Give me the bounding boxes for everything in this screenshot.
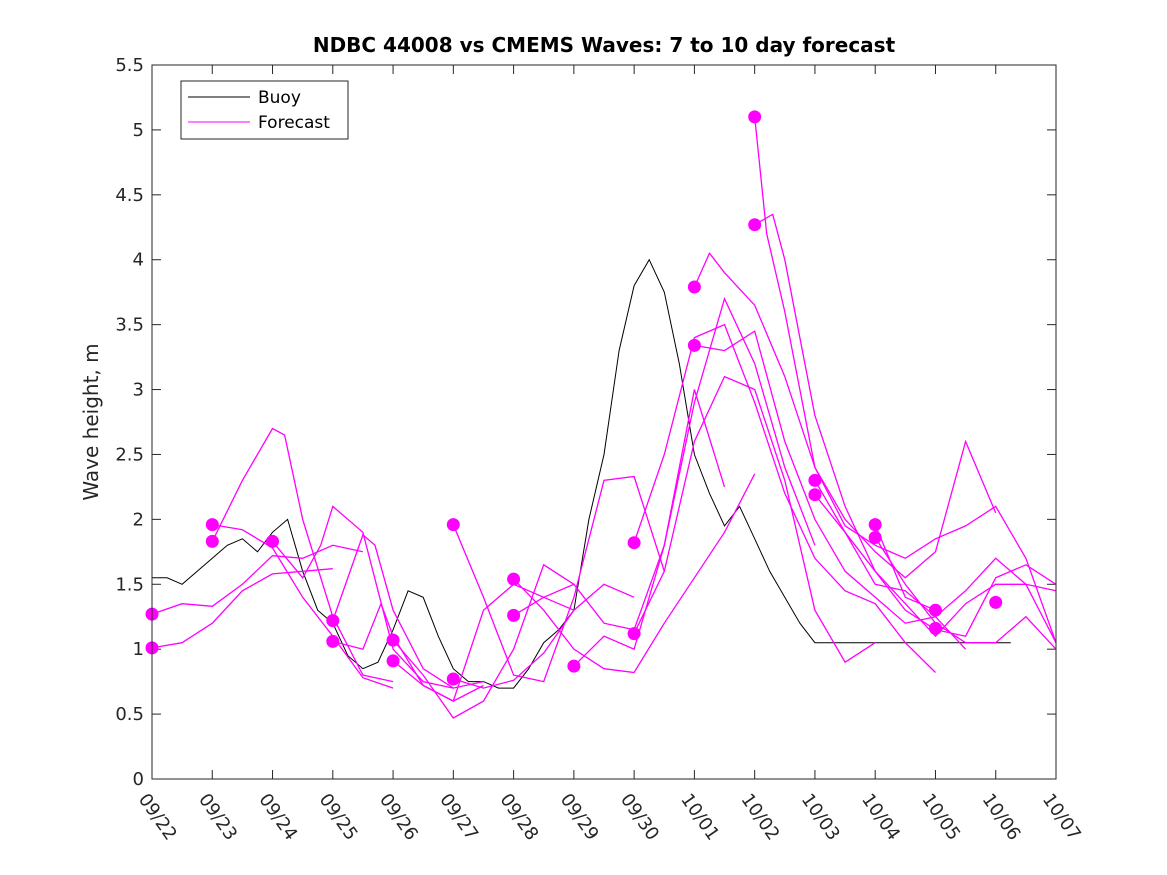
forecast-start-marker (266, 534, 279, 548)
y-tick-label: 5.5 (115, 55, 144, 76)
y-tick-label: 0 (133, 769, 144, 790)
forecast-line (212, 523, 394, 689)
legend-box (180, 80, 349, 140)
forecast-markers (145, 110, 1003, 686)
forecast-line (693, 251, 997, 579)
forecast-start-marker (929, 621, 942, 635)
forecast-start-marker (929, 603, 942, 617)
forecast-start-marker (326, 634, 340, 648)
y-tick-label: 1 (133, 639, 144, 660)
forecast-start-marker (748, 218, 762, 232)
forecast-line (633, 375, 876, 664)
y-tick-label: 0.5 (115, 704, 144, 725)
forecast-line (332, 533, 484, 689)
forecast-line (392, 563, 575, 719)
y-axis-label: Wave height, m (79, 343, 103, 500)
legend-label-buoy: Buoy (258, 88, 301, 108)
forecast-series (151, 116, 1057, 719)
y-tick-label: 4.5 (115, 185, 144, 206)
y-tick-label: 3.5 (115, 315, 144, 336)
forecast-start-marker (808, 473, 822, 487)
plot-frame (151, 64, 1057, 780)
forecast-start-marker (446, 672, 460, 686)
forecast-start-marker (386, 633, 400, 647)
forecast-line (453, 583, 635, 689)
forecast-line (573, 296, 816, 667)
forecast-line (151, 544, 364, 615)
forecast-start-marker (205, 518, 219, 532)
forecast-line (513, 473, 756, 674)
forecast-start-marker (205, 534, 219, 548)
forecast-line (633, 323, 936, 673)
forecast-line (452, 475, 665, 683)
forecast-line (874, 524, 936, 611)
forecast-start-marker (868, 518, 882, 532)
forecast-line (513, 389, 726, 631)
forecast-start-marker (567, 659, 581, 673)
plot-area (152, 65, 1056, 779)
forecast-start-marker (808, 488, 822, 502)
y-tick-label: 3 (133, 380, 144, 401)
forecast-line (211, 427, 394, 683)
forecast-start-marker (627, 536, 641, 550)
forecast-start-marker (507, 608, 521, 622)
forecast-line (874, 537, 1057, 650)
forecast-line (151, 568, 333, 649)
y-tick-label: 5 (133, 120, 144, 141)
forecast-start-marker (507, 572, 521, 586)
forecast-start-marker (386, 654, 400, 668)
forecast-start-marker (868, 531, 882, 544)
forecast-start-marker (627, 627, 641, 641)
forecast-start-marker (446, 518, 460, 532)
y-tick-label: 2.5 (115, 444, 144, 465)
y-tick-label: 2 (133, 509, 144, 530)
y-tick-label: 4 (133, 250, 144, 271)
buoy-series (152, 258, 1011, 689)
forecast-start-marker (687, 280, 701, 294)
forecast-start-marker (687, 338, 701, 352)
legend: Buoy Forecast (180, 80, 349, 140)
forecast-start-marker (748, 110, 762, 124)
legend-label-forecast: Forecast (258, 113, 330, 133)
forecast-line (754, 116, 1057, 643)
forecast-start-marker (326, 614, 340, 628)
y-tick-label: 1.5 (115, 574, 144, 595)
forecast-start-marker (989, 595, 1003, 609)
buoy-line (152, 258, 1011, 689)
chart-title: NDBC 44008 vs CMEMS Waves: 7 to 10 day f… (313, 33, 896, 57)
